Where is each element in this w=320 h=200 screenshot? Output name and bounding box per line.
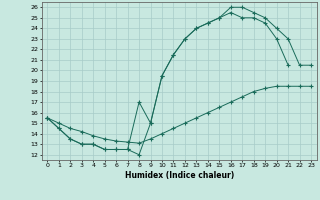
X-axis label: Humidex (Indice chaleur): Humidex (Indice chaleur) (124, 171, 234, 180)
